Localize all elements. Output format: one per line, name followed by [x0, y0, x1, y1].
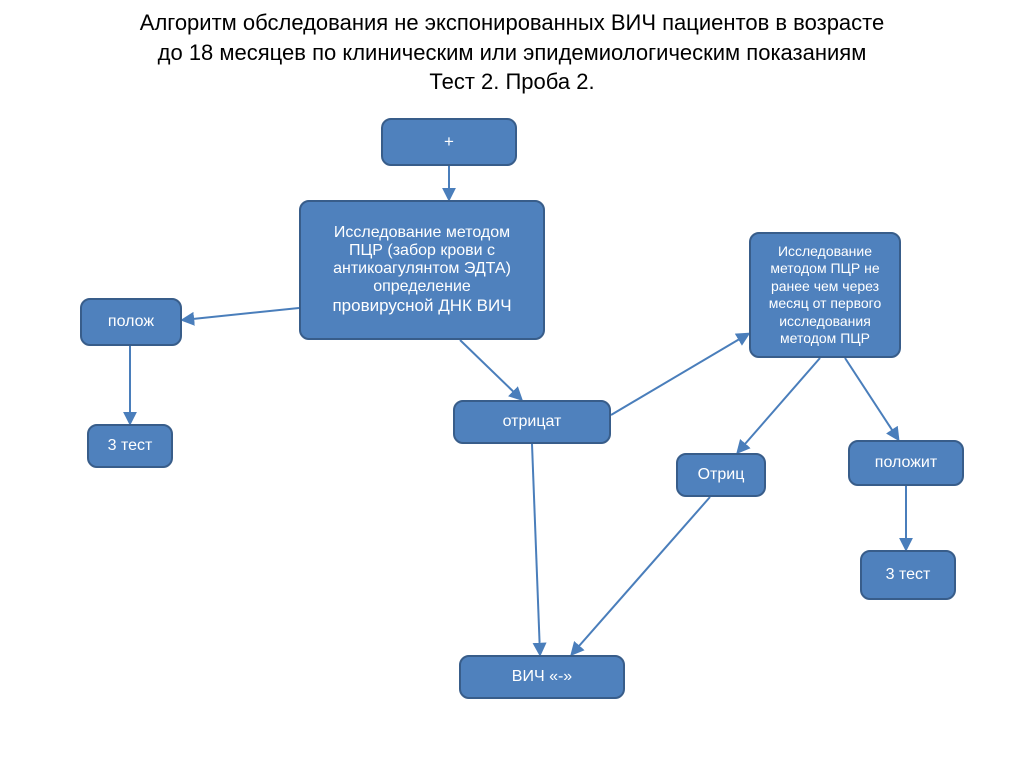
edge: [611, 334, 748, 415]
node-polojit: положит: [848, 440, 964, 486]
node-otricat-label: отрицат: [503, 413, 562, 431]
edge: [845, 358, 898, 439]
node-test3-left-label: 3 тест: [108, 437, 153, 455]
node-plus-label: +: [444, 132, 454, 152]
node-hiv-negative: ВИЧ «-»: [459, 655, 625, 699]
node-poloj-label: полож: [108, 313, 154, 331]
node-otric-small: Отриц: [676, 453, 766, 497]
title-line3: Тест 2. Проба 2.: [429, 69, 594, 94]
edge: [532, 444, 540, 654]
node-otricat: отрицат: [453, 400, 611, 444]
diagram-title: Алгоритм обследования не экспонированных…: [0, 8, 1024, 97]
node-pcr-main: Исследование методом ПЦР (забор крови с …: [299, 200, 545, 340]
node-pcr-month: Исследование методом ПЦР не ранее чем че…: [749, 232, 901, 358]
node-test3-right: 3 тест: [860, 550, 956, 600]
node-pcr-month-text: Исследование методом ПЦР не ранее чем че…: [769, 243, 882, 348]
edge: [460, 340, 521, 399]
edge: [183, 308, 299, 320]
edge: [738, 358, 820, 452]
node-polojit-label: положит: [875, 454, 937, 472]
node-test3-left: 3 тест: [87, 424, 173, 468]
title-line1: Алгоритм обследования не экспонированных…: [140, 10, 884, 35]
node-hiv-neg-label: ВИЧ «-»: [512, 668, 572, 686]
node-otric-small-label: Отриц: [698, 466, 745, 484]
node-test3-right-label: 3 тест: [886, 566, 931, 584]
node-pcr-main-text: Исследование методом ПЦР (забор крови с …: [332, 224, 511, 316]
title-line2: до 18 месяцев по клиническим или эпидеми…: [158, 40, 867, 65]
edge-layer: [0, 0, 1024, 767]
node-poloj: полож: [80, 298, 182, 346]
node-plus: +: [381, 118, 517, 166]
edge: [572, 497, 710, 654]
